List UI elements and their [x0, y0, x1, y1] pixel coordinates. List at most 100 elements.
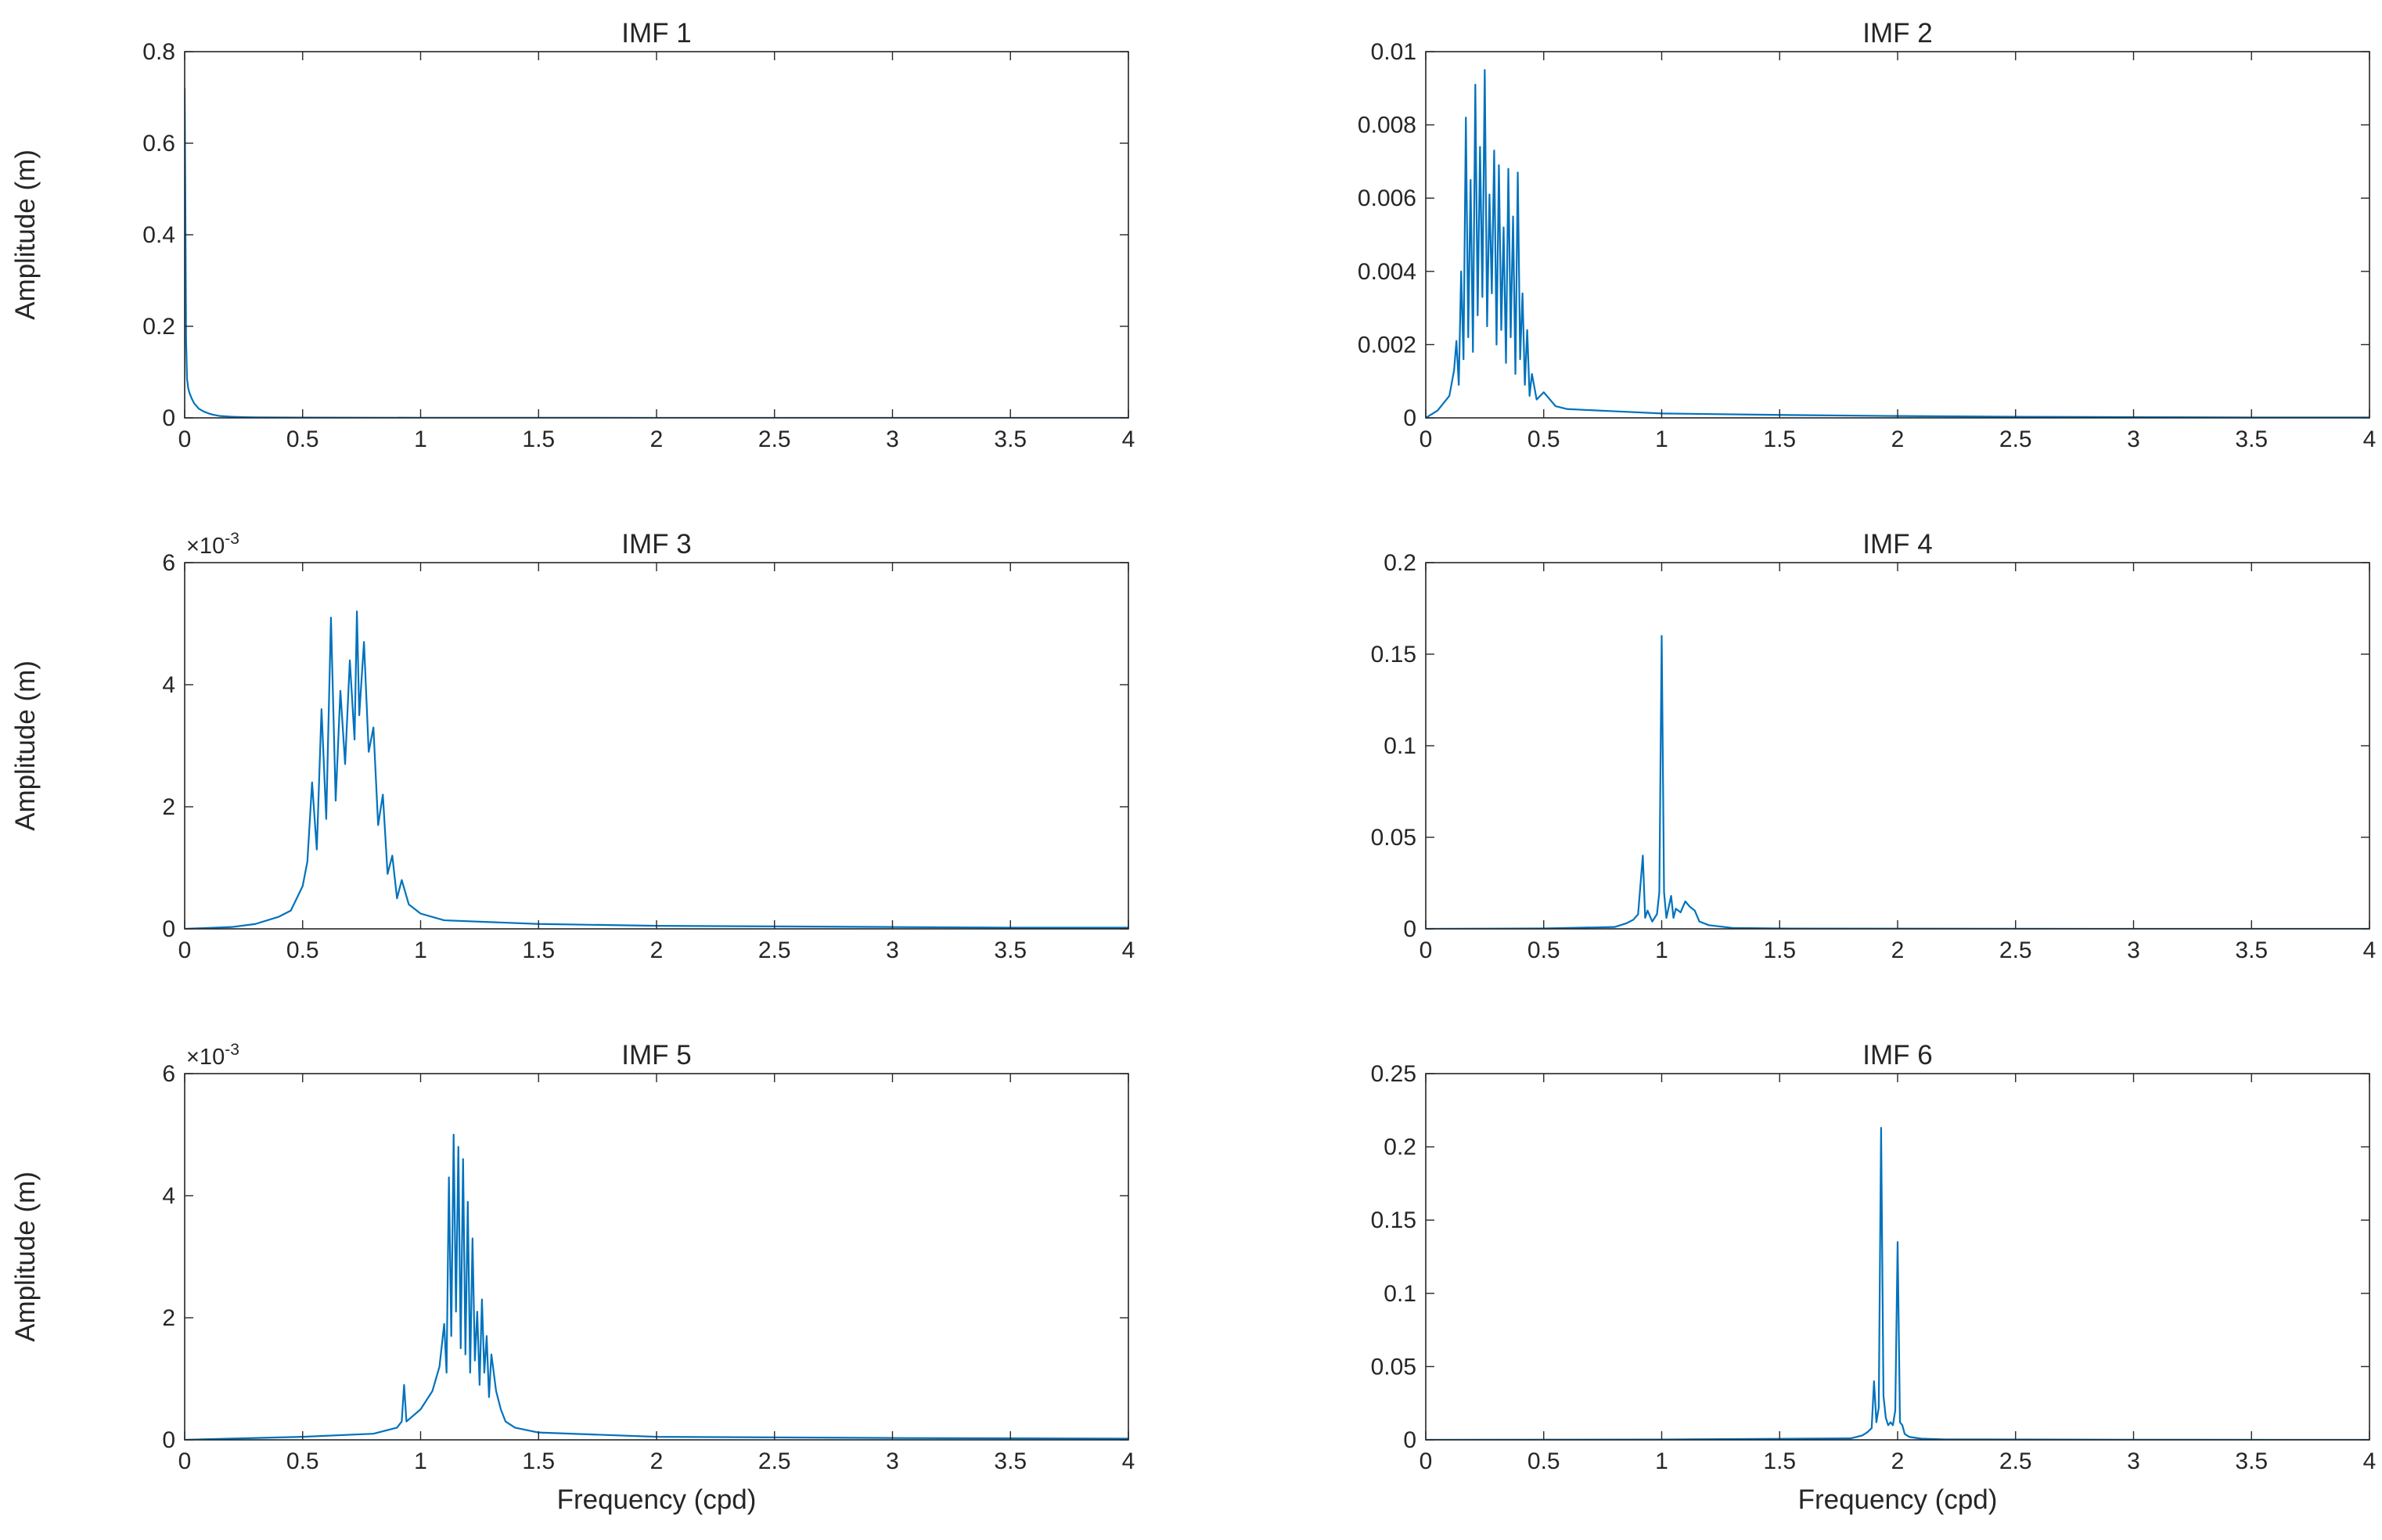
y-tick-label: 2 — [162, 1305, 175, 1331]
x-tick-label: 0.5 — [1527, 426, 1560, 452]
y-tick-label: 0.05 — [1371, 1354, 1416, 1380]
panel-imf-3: 0 0.5 1 1.5 2 2.5 3 3.5 4 0 2 4 6 ×10-3 IMF 3 Amplitude… — [10, 529, 1135, 963]
x-tick-label: 0 — [1419, 937, 1433, 963]
x-tick-label: 3.5 — [994, 426, 1027, 452]
y-tick-label: 0.1 — [1384, 1281, 1416, 1307]
series-line — [1426, 635, 2369, 929]
exponent-power: -3 — [225, 530, 239, 548]
x-tick-label: 3.5 — [994, 937, 1027, 963]
panel-imf-2: 0 0.5 1 1.5 2 2.5 3 3.5 4 0 0.002 0.004 0.006 0.008 0.… — [1358, 18, 2376, 452]
y-tick-label: 0.8 — [142, 39, 175, 65]
y-tick-label: 0.2 — [1384, 1135, 1416, 1160]
exponent-base: ×10 — [186, 534, 225, 559]
x-tick-label: 1 — [414, 426, 427, 452]
y-tick-label: 0.2 — [1384, 550, 1416, 576]
y-tick-label: 0.008 — [1358, 113, 1416, 139]
y-tick-label: 0.25 — [1371, 1061, 1416, 1087]
y-axis-title: Amplitude (m) — [10, 149, 41, 320]
y-tick-label: 0.002 — [1358, 332, 1416, 358]
x-tick-label: 0.5 — [286, 1448, 319, 1474]
y-axis-title: Amplitude (m) — [10, 660, 41, 831]
y-exponent-label: ×10-3 — [186, 530, 239, 559]
y-tick-label: 0.4 — [142, 222, 175, 248]
y-tick-label: 0.004 — [1358, 259, 1416, 285]
y-tick-label: 0 — [162, 1427, 175, 1453]
x-tick-label: 1.5 — [522, 1448, 555, 1474]
plot-title: IMF 6 — [1862, 1040, 1932, 1070]
y-tick-label: 0 — [1403, 405, 1416, 431]
y-tick-label: 6 — [162, 550, 175, 576]
x-tick-label: 1 — [414, 1448, 427, 1474]
x-tick-label: 0 — [178, 426, 192, 452]
y-tick-label: 0.6 — [142, 131, 175, 157]
plot-title: IMF 2 — [1862, 18, 1932, 49]
x-axis-title: Frequency (cpd) — [1798, 1484, 1998, 1515]
x-tick-label: 2 — [650, 1448, 664, 1474]
panel-imf-6: 0 0.5 1 1.5 2 2.5 3 3.5 4 0 0.05 0.1 0.15 0.2 0.25 IMF … — [1371, 1040, 2377, 1515]
x-tick-label: 0 — [1419, 1448, 1433, 1474]
x-tick-label: 2.5 — [758, 1448, 791, 1474]
x-axis-title: Frequency (cpd) — [557, 1484, 757, 1515]
panel-imf-4: 0 0.5 1 1.5 2 2.5 3 3.5 4 0 0.05 0.1 0.15 0.2 IMF 4 — [1371, 529, 2377, 963]
x-tick-label: 3 — [2127, 1448, 2140, 1474]
x-tick-label: 0.5 — [286, 937, 319, 963]
y-axis-title: Amplitude (m) — [10, 1171, 41, 1342]
x-tick-label: 0.5 — [286, 426, 319, 452]
y-tick-label: 0 — [1403, 1427, 1416, 1453]
x-tick-label: 3.5 — [2235, 937, 2268, 963]
plot-title: IMF 4 — [1862, 529, 1932, 560]
x-tick-label: 0 — [178, 1448, 192, 1474]
y-tick-label: 4 — [162, 1183, 175, 1209]
x-tick-label: 4 — [1122, 426, 1135, 452]
x-tick-label: 2 — [1891, 426, 1905, 452]
x-tick-label: 0.5 — [1527, 937, 1560, 963]
x-tick-label: 1 — [1655, 1448, 1668, 1474]
plot-title: IMF 5 — [621, 1040, 691, 1070]
x-tick-label: 1.5 — [522, 426, 555, 452]
y-tick-label: 0 — [1403, 916, 1416, 942]
y-tick-label: 0.006 — [1358, 185, 1416, 211]
y-tick-label: 0.2 — [142, 314, 175, 340]
x-tick-label: 2.5 — [1999, 1448, 2032, 1474]
y-tick-label: 0.1 — [1384, 733, 1416, 759]
y-tick-label: 0.15 — [1371, 1207, 1416, 1233]
x-tick-label: 2 — [650, 426, 664, 452]
series-line — [1426, 69, 2369, 418]
x-tick-label: 1 — [414, 937, 427, 963]
exponent-power: -3 — [225, 1041, 239, 1059]
x-tick-label: 1.5 — [1763, 937, 1796, 963]
y-tick-label: 2 — [162, 794, 175, 820]
x-tick-label: 2.5 — [1999, 426, 2032, 452]
y-tick-label: 4 — [162, 672, 175, 698]
x-tick-label: 3.5 — [2235, 426, 2268, 452]
x-tick-label: 3 — [886, 937, 899, 963]
x-tick-label: 1.5 — [522, 937, 555, 963]
x-tick-label: 4 — [2363, 426, 2377, 452]
x-tick-label: 2.5 — [758, 937, 791, 963]
x-tick-label: 4 — [2363, 937, 2377, 963]
y-exponent-label: ×10-3 — [186, 1041, 239, 1070]
x-tick-label: 3 — [2127, 937, 2140, 963]
x-tick-label: 4 — [1122, 937, 1135, 963]
x-tick-label: 3.5 — [2235, 1448, 2268, 1474]
y-tick-label: 0.15 — [1371, 642, 1416, 667]
y-tick-label: 0 — [162, 405, 175, 431]
y-tick-label: 0.01 — [1371, 39, 1416, 65]
series-line — [185, 1133, 1128, 1440]
x-tick-label: 0 — [1419, 426, 1433, 452]
y-tick-label: 6 — [162, 1061, 175, 1087]
x-tick-label: 1 — [1655, 937, 1668, 963]
y-tick-label: 0.05 — [1371, 825, 1416, 851]
x-tick-label: 2 — [650, 937, 664, 963]
x-tick-label: 1.5 — [1763, 426, 1796, 452]
x-tick-label: 3.5 — [994, 1448, 1027, 1474]
x-tick-label: 0.5 — [1527, 1448, 1560, 1474]
plot-title: IMF 3 — [621, 529, 691, 560]
x-tick-label: 3 — [886, 426, 899, 452]
panel-imf-5: 0 0.5 1 1.5 2 2.5 3 3.5 4 0 2 4 6 ×10-3 IMF 5 Frequency… — [10, 1040, 1135, 1515]
x-tick-label: 4 — [1122, 1448, 1135, 1474]
series-line — [1426, 1127, 2369, 1440]
exponent-base: ×10 — [186, 1045, 225, 1070]
